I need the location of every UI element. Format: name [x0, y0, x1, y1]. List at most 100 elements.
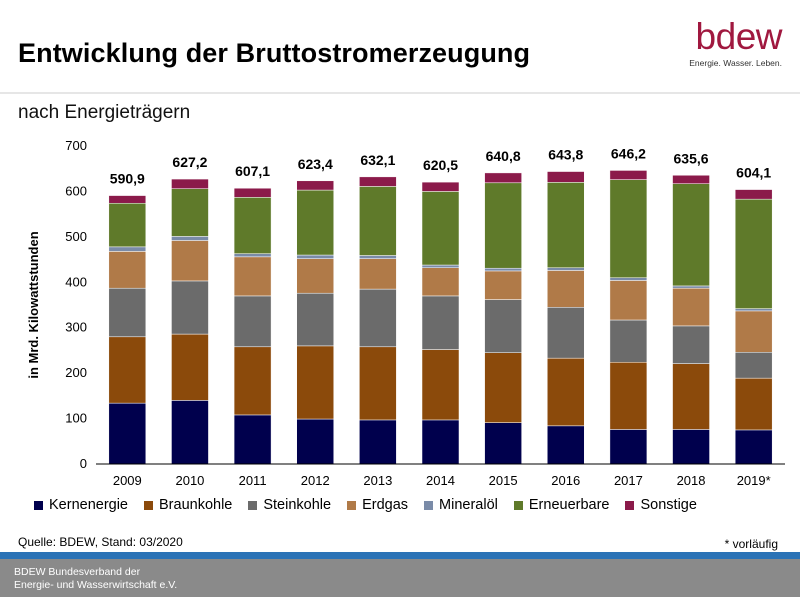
bar-segment-steinkohle	[108, 287, 147, 338]
y-tick-label: 600	[65, 183, 87, 198]
footer-org-line2: Energie- und Wasserwirtschaft e.V.	[14, 579, 178, 591]
bar-segment-sonstige	[734, 189, 773, 200]
legend-label: Erdgas	[362, 497, 409, 513]
bar-segment-erneuerbare	[359, 186, 397, 256]
bar-segment-mineralöl	[609, 277, 648, 281]
bar-segment-steinkohle	[609, 319, 648, 363]
bar-segment-steinkohle	[171, 280, 209, 335]
bar-segment-braunkohle	[547, 357, 585, 427]
bar-segment-erneuerbare	[421, 191, 460, 266]
bar-total-label: 590,9	[110, 171, 145, 187]
bar-segment-sonstige	[484, 172, 522, 184]
bar-segment-braunkohle	[421, 349, 460, 421]
bar-segment-kernenergie	[421, 419, 460, 465]
bar-segment-erdgas	[421, 267, 460, 297]
bar-total-label: 646,2	[611, 145, 646, 161]
bar-segment-erdgas	[296, 258, 334, 294]
bar-segment-sonstige	[296, 180, 334, 191]
legend-item: Erneuerbare	[513, 497, 610, 513]
y-axis-title: in Mrd. Kilowattstunden	[26, 231, 41, 378]
bar-segment-braunkohle	[609, 361, 648, 430]
legend-label: Mineralöl	[439, 497, 498, 513]
legend-item: Mineralöl	[424, 497, 498, 513]
legend-swatch	[144, 500, 153, 510]
bar-segment-sonstige	[672, 175, 710, 184]
x-tick-label: 2009	[113, 473, 142, 488]
legend-label: Braunkohle	[159, 497, 233, 513]
bar-segment-braunkohle	[108, 336, 147, 404]
legend-label: Erneuerbare	[528, 497, 610, 513]
x-tick-label: 2015	[489, 473, 518, 488]
bar-segment-mineralöl	[233, 253, 272, 258]
bar-segment-steinkohle	[547, 307, 585, 359]
bar-segment-kernenergie	[672, 429, 710, 465]
bar-segment-erdgas	[359, 258, 397, 290]
bar-segment-mineralöl	[672, 285, 710, 289]
bar-segment-kernenergie	[547, 425, 585, 465]
legend-label: Kernenergie	[49, 497, 128, 513]
x-tick-label: 2016	[551, 473, 580, 488]
bar-segment-braunkohle	[296, 345, 334, 420]
header-divider	[0, 92, 800, 94]
legend-item: Erdgas	[347, 497, 408, 513]
bar-segment-mineralöl	[108, 246, 147, 252]
bar-segment-braunkohle	[672, 363, 710, 430]
x-tick-label: 2010	[175, 473, 204, 488]
bar-segment-mineralöl	[296, 254, 334, 259]
bar-segment-erdgas	[108, 251, 147, 289]
bar-segment-kernenergie	[171, 400, 209, 465]
bar-segment-erneuerbare	[734, 198, 773, 309]
chart-legend: Kernenergie Braunkohle Steinkohle Erdgas Min…	[34, 497, 697, 513]
legend-label: Steinkohle	[263, 497, 332, 513]
y-tick-label: 700	[65, 138, 87, 153]
legend-swatch	[347, 500, 357, 510]
bar-segment-erneuerbare	[672, 183, 710, 287]
bar-segment-steinkohle	[734, 351, 773, 379]
bar-segment-erneuerbare	[547, 182, 585, 268]
page-title: Entwicklung der Bruttostromerzeugung	[18, 38, 531, 68]
bar-segment-steinkohle	[359, 288, 397, 348]
x-tick-label: 2014	[426, 473, 455, 488]
bar-total-label: 623,4	[298, 156, 333, 172]
legend-item: Braunkohle	[144, 497, 232, 513]
bar-total-label: 627,2	[172, 154, 207, 170]
bar-segment-sonstige	[609, 170, 648, 180]
bar-segment-sonstige	[233, 187, 272, 198]
bar-segment-kernenergie	[484, 422, 522, 465]
y-tick-label: 300	[65, 320, 87, 335]
legend-swatch	[34, 500, 43, 510]
bar-segment-sonstige	[547, 171, 585, 183]
y-tick-label: 100	[65, 411, 87, 426]
bar-segment-braunkohle	[233, 346, 272, 416]
bar-segment-erdgas	[734, 310, 773, 353]
bar-segment-erdgas	[171, 240, 209, 282]
footer-org-line1: BDEW Bundesverband der	[14, 566, 141, 578]
x-tick-label: 2018	[677, 473, 706, 488]
bar-segment-kernenergie	[359, 419, 397, 465]
y-tick-label: 400	[65, 274, 87, 289]
bar-segment-mineralöl	[171, 236, 209, 241]
logo-wordmark: bdew	[695, 16, 783, 57]
bar-segment-kernenergie	[734, 429, 773, 465]
x-tick-label: 2013	[363, 473, 392, 488]
bar-segment-erdgas	[233, 256, 272, 297]
bar-segment-braunkohle	[359, 346, 397, 421]
bar-segment-sonstige	[171, 178, 209, 189]
x-tick-label: 2011	[239, 473, 267, 488]
chart-subtitle: nach Energieträgern	[18, 102, 191, 123]
bar-segment-erdgas	[672, 287, 710, 327]
legend-item: Steinkohle	[248, 497, 331, 513]
bar-segment-erneuerbare	[108, 202, 147, 248]
bar-total-label: 643,8	[548, 147, 583, 163]
x-tick-label: 2019*	[737, 473, 771, 488]
legend-swatch	[248, 500, 258, 510]
x-tick-label: 2017	[614, 473, 643, 488]
footnote-preliminary: * vorläufig	[724, 537, 778, 551]
bar-segment-steinkohle	[672, 325, 710, 364]
x-tick-label: 2012	[301, 473, 330, 488]
source-note: Quelle: BDEW, Stand: 03/2020	[18, 535, 183, 549]
bar-segment-mineralöl	[547, 267, 585, 271]
bar-total-label: 604,1	[736, 165, 771, 181]
bar-segment-braunkohle	[734, 377, 773, 431]
legend-swatch	[424, 500, 434, 510]
